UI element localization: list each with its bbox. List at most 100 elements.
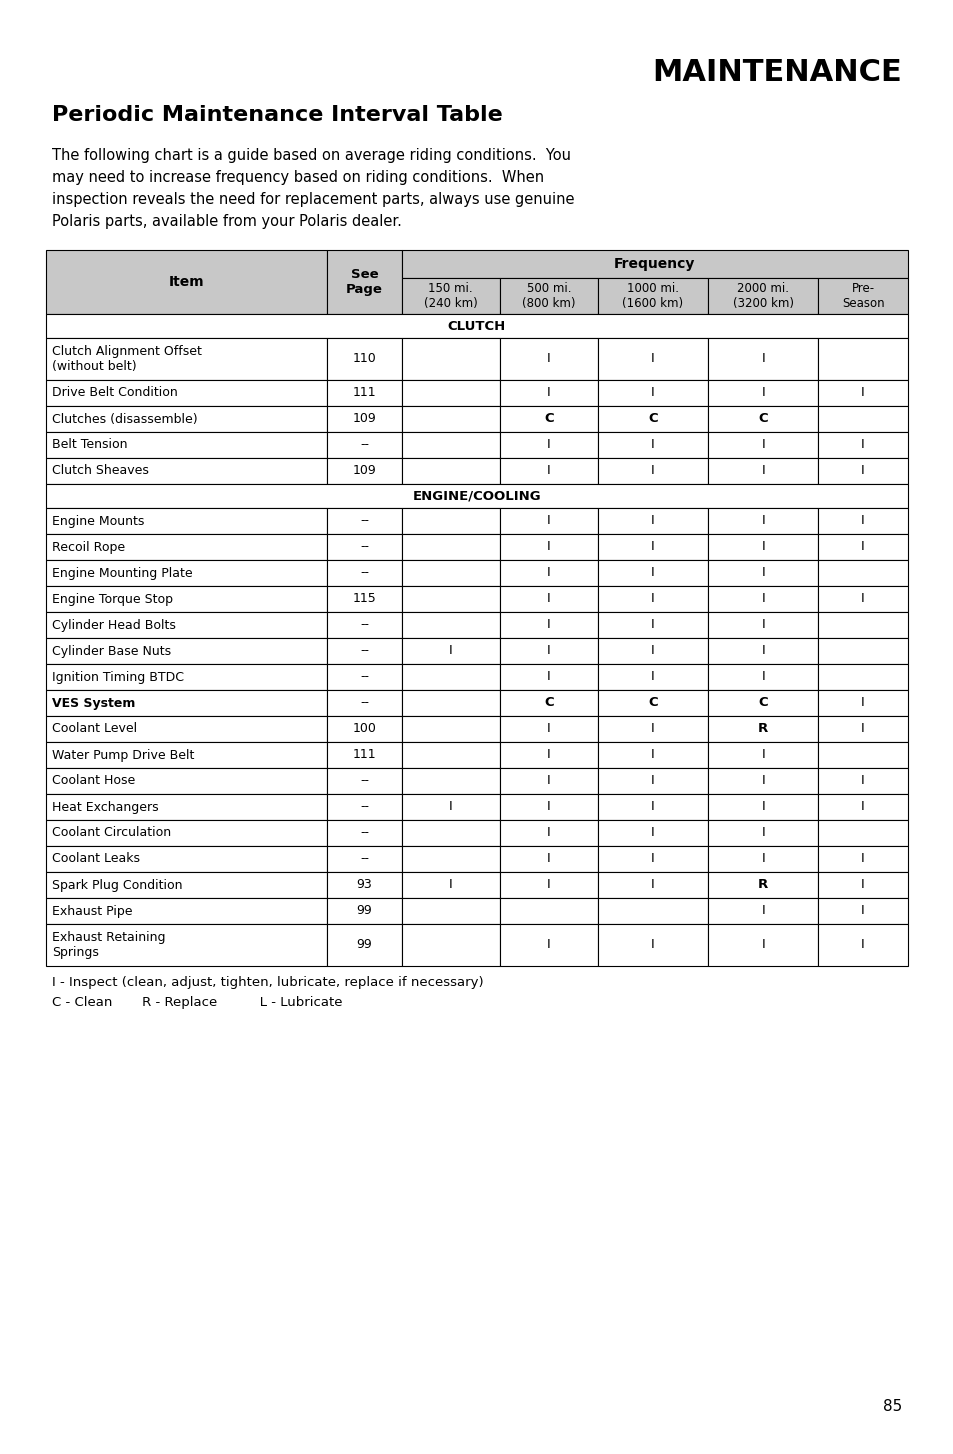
Bar bbox=[707, 923, 818, 965]
Text: Engine Mounts: Engine Mounts bbox=[52, 515, 144, 528]
Bar bbox=[327, 638, 401, 664]
Bar bbox=[707, 691, 818, 715]
Text: Clutches (disassemble): Clutches (disassemble) bbox=[52, 413, 197, 426]
Bar bbox=[707, 432, 818, 458]
Text: I: I bbox=[546, 826, 550, 839]
Bar bbox=[401, 768, 499, 794]
Text: I: I bbox=[651, 826, 654, 839]
Text: --: -- bbox=[359, 515, 369, 528]
Text: 100: 100 bbox=[353, 723, 376, 736]
Bar bbox=[401, 278, 499, 314]
Bar bbox=[401, 406, 499, 432]
Bar bbox=[327, 406, 401, 432]
Text: I: I bbox=[651, 670, 654, 683]
Text: Ignition Timing BTDC: Ignition Timing BTDC bbox=[52, 670, 184, 683]
Bar bbox=[499, 278, 598, 314]
Bar bbox=[598, 278, 707, 314]
Bar bbox=[818, 278, 907, 314]
Bar bbox=[46, 458, 327, 484]
Text: I: I bbox=[546, 670, 550, 683]
Bar bbox=[401, 250, 907, 278]
Text: 93: 93 bbox=[356, 878, 372, 891]
Text: I: I bbox=[861, 387, 864, 400]
Text: I: I bbox=[546, 938, 550, 951]
Text: I: I bbox=[651, 515, 654, 528]
Text: C: C bbox=[758, 696, 767, 710]
Text: 111: 111 bbox=[353, 387, 375, 400]
Bar bbox=[327, 691, 401, 715]
Text: I: I bbox=[760, 749, 764, 762]
Text: I: I bbox=[546, 567, 550, 580]
Text: I: I bbox=[861, 775, 864, 788]
Bar bbox=[818, 534, 907, 560]
Bar bbox=[401, 846, 499, 872]
Bar bbox=[598, 715, 707, 742]
Bar bbox=[46, 406, 327, 432]
Bar bbox=[499, 638, 598, 664]
Bar bbox=[499, 406, 598, 432]
Text: I: I bbox=[861, 464, 864, 477]
Text: Water Pump Drive Belt: Water Pump Drive Belt bbox=[52, 749, 194, 762]
Text: I: I bbox=[546, 723, 550, 736]
Bar bbox=[401, 560, 499, 586]
Text: I: I bbox=[861, 723, 864, 736]
Text: may need to increase frequency based on riding conditions.  When: may need to increase frequency based on … bbox=[52, 170, 543, 185]
Bar bbox=[46, 638, 327, 664]
Bar bbox=[598, 768, 707, 794]
Bar bbox=[401, 664, 499, 691]
Text: Heat Exchangers: Heat Exchangers bbox=[52, 801, 158, 813]
Bar bbox=[598, 923, 707, 965]
Text: I: I bbox=[546, 618, 550, 631]
Text: MAINTENANCE: MAINTENANCE bbox=[652, 58, 901, 87]
Bar bbox=[499, 691, 598, 715]
Bar bbox=[818, 899, 907, 923]
Bar bbox=[818, 638, 907, 664]
Text: Pre-
Season: Pre- Season bbox=[841, 282, 883, 310]
Bar bbox=[327, 458, 401, 484]
Bar bbox=[598, 586, 707, 612]
Bar bbox=[499, 742, 598, 768]
Text: Recoil Rope: Recoil Rope bbox=[52, 541, 125, 554]
Text: I: I bbox=[760, 592, 764, 605]
Bar bbox=[707, 406, 818, 432]
Bar bbox=[499, 794, 598, 820]
Text: I: I bbox=[861, 938, 864, 951]
Text: CLUTCH: CLUTCH bbox=[447, 320, 506, 333]
Text: I: I bbox=[760, 515, 764, 528]
Bar bbox=[327, 250, 401, 314]
Bar bbox=[598, 379, 707, 406]
Bar bbox=[707, 768, 818, 794]
Bar bbox=[499, 768, 598, 794]
Text: 99: 99 bbox=[356, 938, 372, 951]
Text: I: I bbox=[651, 878, 654, 891]
Text: I: I bbox=[651, 775, 654, 788]
Bar bbox=[818, 612, 907, 638]
Text: Frequency: Frequency bbox=[614, 257, 695, 270]
Bar bbox=[499, 899, 598, 923]
Bar bbox=[499, 507, 598, 534]
Text: I: I bbox=[546, 852, 550, 865]
Text: C: C bbox=[543, 413, 553, 426]
Bar bbox=[46, 612, 327, 638]
Text: I: I bbox=[651, 541, 654, 554]
Bar bbox=[598, 432, 707, 458]
Text: Coolant Circulation: Coolant Circulation bbox=[52, 826, 171, 839]
Bar bbox=[707, 820, 818, 846]
Text: I: I bbox=[760, 464, 764, 477]
Bar bbox=[818, 432, 907, 458]
Bar bbox=[46, 484, 907, 507]
Bar bbox=[327, 846, 401, 872]
Bar bbox=[401, 872, 499, 899]
Bar bbox=[401, 794, 499, 820]
Bar bbox=[327, 612, 401, 638]
Text: I: I bbox=[760, 775, 764, 788]
Text: I: I bbox=[760, 801, 764, 813]
Text: I: I bbox=[760, 644, 764, 657]
Text: C - Clean       R - Replace          L - Lubricate: C - Clean R - Replace L - Lubricate bbox=[52, 996, 342, 1009]
Text: Coolant Leaks: Coolant Leaks bbox=[52, 852, 140, 865]
Bar bbox=[499, 432, 598, 458]
Bar bbox=[46, 742, 327, 768]
Text: Periodic Maintenance Interval Table: Periodic Maintenance Interval Table bbox=[52, 105, 502, 125]
Text: I: I bbox=[861, 439, 864, 452]
Bar bbox=[499, 379, 598, 406]
